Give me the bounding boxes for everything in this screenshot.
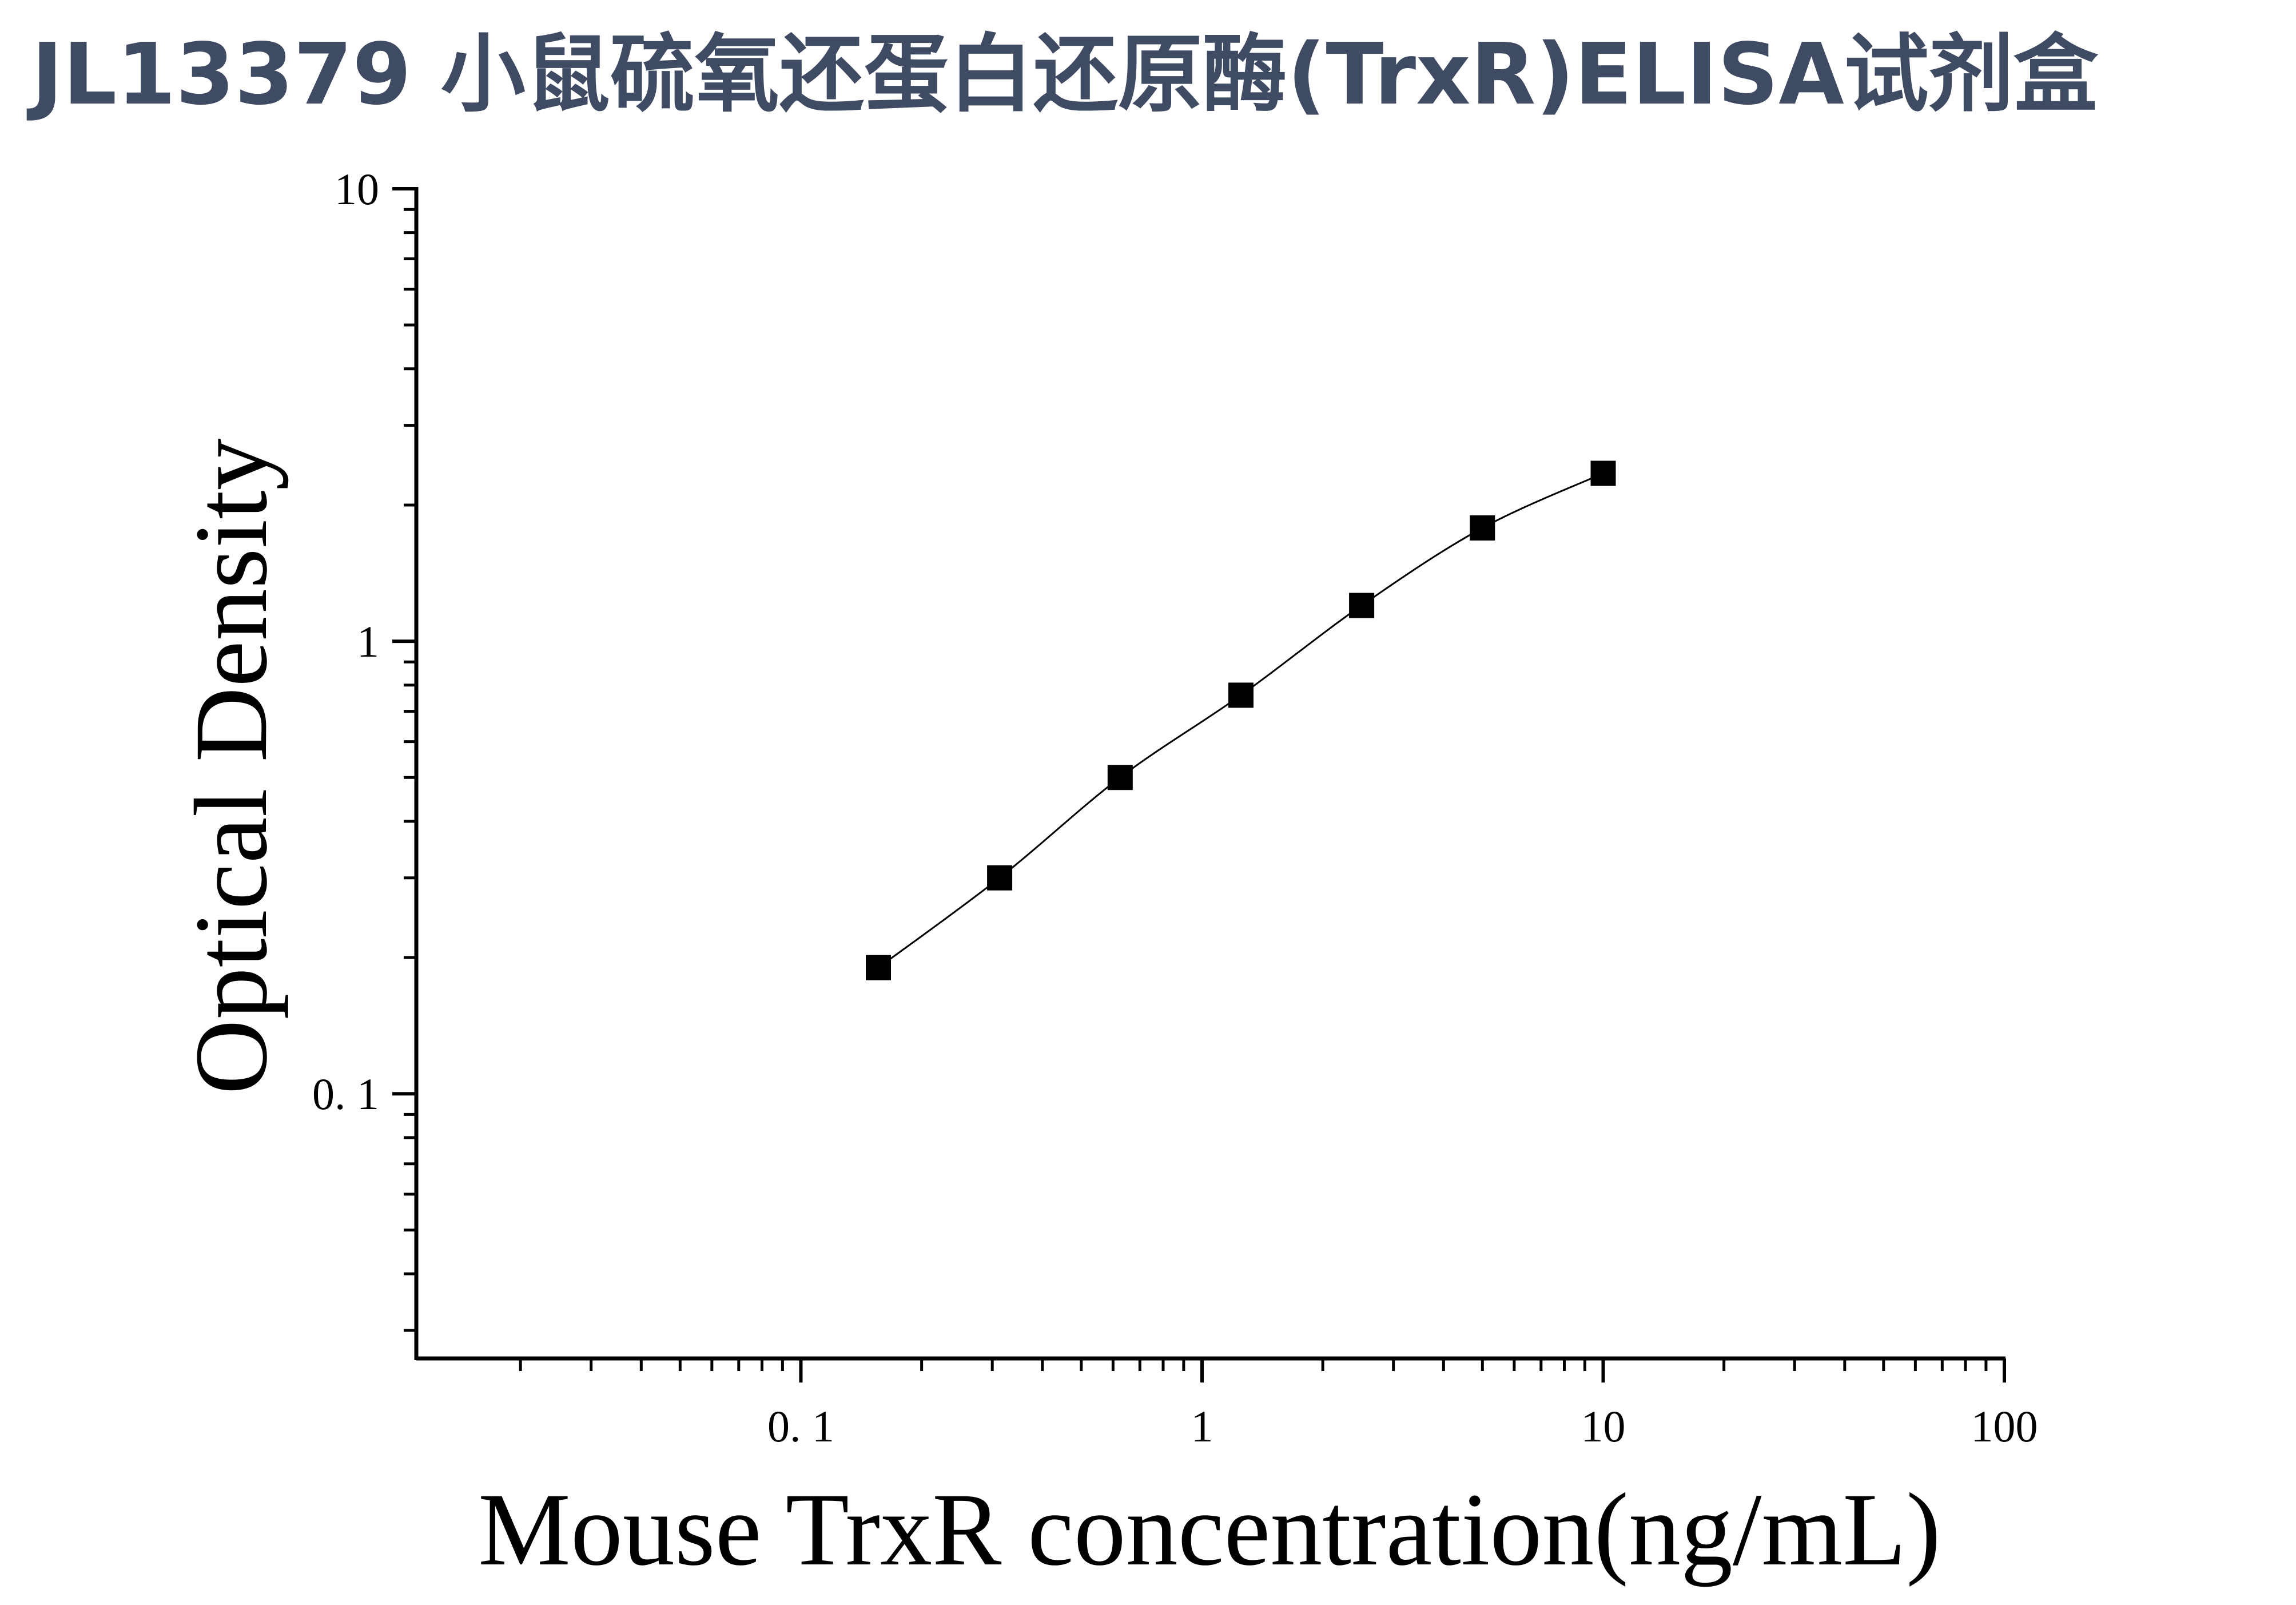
x-tick-label: 1	[1191, 1401, 1213, 1451]
x-tick-label: 100	[1971, 1401, 2038, 1451]
y-axis-title: Optical Density	[174, 438, 289, 1094]
x-axis: 0. 1 1 10 100	[416, 1356, 2038, 1451]
data-point	[1107, 765, 1133, 790]
data-point	[1470, 515, 1495, 541]
x-axis-title: Mouse TrxR concentration(ng/mL)	[478, 1472, 1941, 1587]
y-axis: 0. 1 1 10	[312, 164, 419, 1360]
data-point	[1228, 682, 1254, 708]
data-points-layer	[866, 460, 1616, 980]
y-tick-label: 0. 1	[312, 1069, 379, 1119]
x-tick-label: 0. 1	[767, 1401, 834, 1451]
y-tick-label: 1	[357, 617, 379, 666]
fit-curve-layer	[878, 472, 1604, 968]
x-tick-label: 10	[1581, 1401, 1625, 1451]
data-point	[866, 955, 891, 980]
fit-curve	[878, 472, 1604, 968]
data-point	[1590, 460, 1616, 486]
page-title: JL13379 小鼠硫氧还蛋白还原酶(TrxR)ELISA试剂盒	[31, 25, 2098, 124]
data-point	[1349, 593, 1375, 618]
data-point	[987, 865, 1013, 891]
y-tick-label: 10	[335, 164, 379, 214]
